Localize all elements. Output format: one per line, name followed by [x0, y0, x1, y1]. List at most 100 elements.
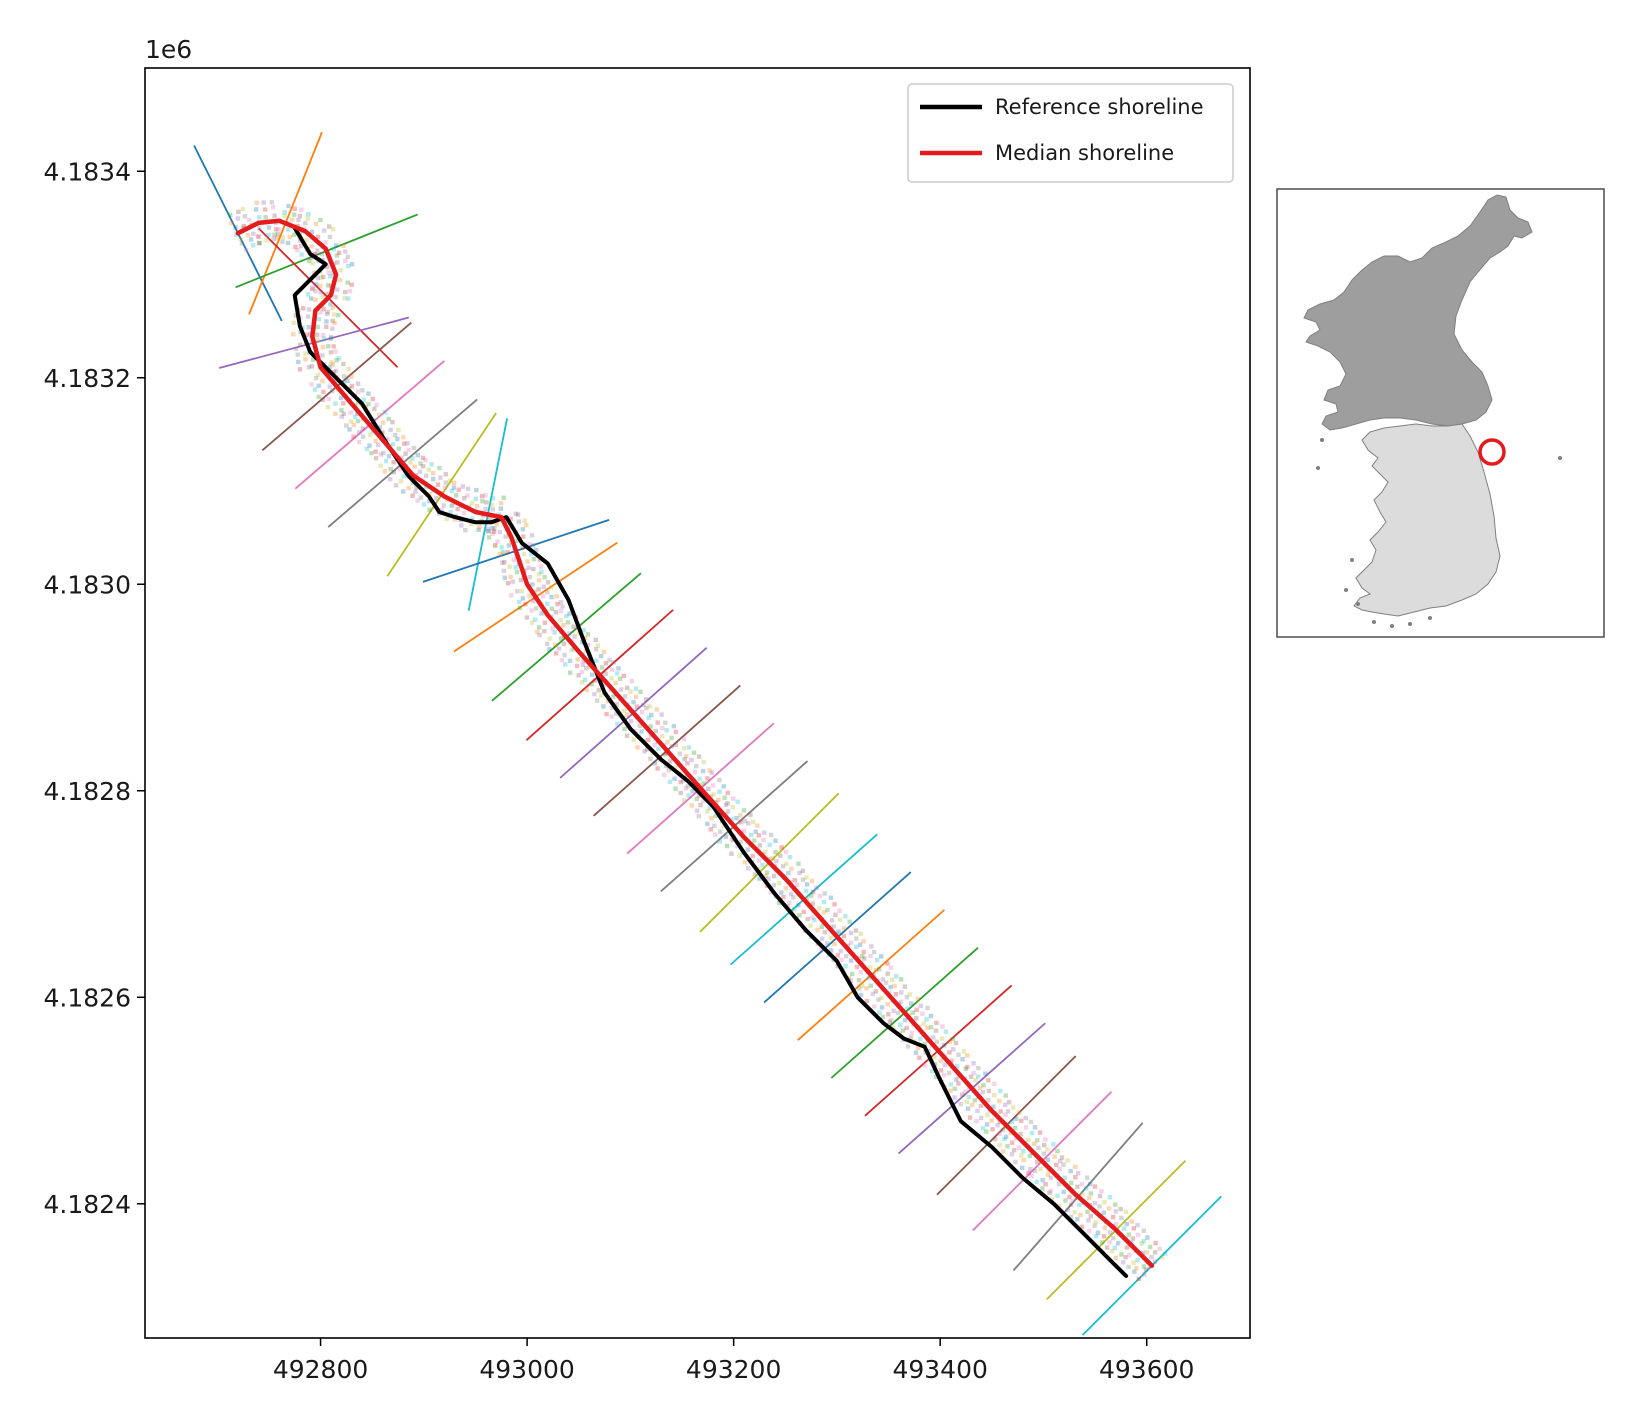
shoreline-point	[601, 704, 606, 709]
shoreline-point	[286, 227, 291, 232]
shoreline-point	[289, 217, 295, 222]
shoreline-point	[418, 461, 423, 466]
shoreline-point	[889, 1018, 894, 1023]
shoreline-point	[814, 885, 819, 891]
shoreline-point	[318, 283, 323, 289]
shoreline-point	[328, 350, 334, 355]
shoreline-point	[315, 275, 321, 281]
shoreline-point	[381, 450, 386, 456]
shoreline-point	[809, 878, 815, 884]
island	[1372, 620, 1376, 624]
shoreline-point	[1005, 1109, 1011, 1114]
shoreline-point	[909, 1001, 914, 1006]
shoreline-point	[757, 876, 762, 881]
shoreline-point	[831, 924, 837, 929]
shoreline-point	[955, 1064, 960, 1069]
shoreline-point	[1107, 1240, 1112, 1245]
shoreline-point	[694, 764, 699, 769]
shoreline-point	[461, 510, 467, 516]
shoreline-point	[817, 906, 822, 911]
shoreline-point	[808, 923, 813, 928]
shoreline-point	[592, 678, 598, 683]
shoreline-point	[431, 471, 436, 476]
shoreline-point	[567, 611, 572, 616]
shoreline-point	[486, 535, 492, 540]
shoreline-point	[791, 895, 796, 900]
shoreline-point	[742, 860, 748, 865]
shoreline-point	[424, 473, 429, 478]
shoreline-point	[886, 1012, 891, 1017]
shoreline-point	[629, 678, 634, 684]
shoreline-point	[337, 277, 343, 283]
x-tick-label: 493000	[479, 1355, 574, 1384]
y-tick-label: 4.1832	[44, 364, 131, 393]
shoreline-point	[872, 1004, 877, 1009]
shoreline-point	[1040, 1178, 1045, 1183]
shoreline-point	[299, 252, 304, 257]
shoreline-point	[685, 761, 690, 766]
shoreline-point	[462, 495, 467, 501]
shoreline-point	[529, 608, 534, 613]
shoreline-point	[526, 541, 532, 547]
shoreline-point	[1037, 1130, 1043, 1135]
shoreline-point	[303, 357, 308, 362]
shoreline-point	[1079, 1224, 1085, 1230]
shoreline-point	[1051, 1141, 1056, 1147]
shoreline-point	[968, 1074, 974, 1079]
shoreline-point	[858, 931, 863, 937]
shoreline-point	[635, 745, 640, 750]
shoreline-point	[1107, 1230, 1113, 1235]
shoreline-point	[325, 404, 331, 410]
shoreline-point	[952, 1095, 957, 1100]
shoreline-point	[669, 735, 674, 741]
shoreline-point	[331, 369, 336, 375]
shoreline-point	[582, 677, 588, 682]
shoreline-point	[525, 559, 530, 564]
shoreline-point	[1061, 1189, 1066, 1195]
shoreline-point	[545, 590, 550, 595]
islands-group	[1316, 438, 1562, 628]
shoreline-point	[1131, 1260, 1136, 1265]
shoreline-point	[316, 317, 322, 322]
shoreline-point	[622, 694, 628, 699]
shoreline-point	[647, 704, 652, 709]
shoreline-point	[1162, 1251, 1168, 1257]
shoreline-point	[393, 483, 399, 488]
shoreline-point	[817, 893, 823, 899]
shoreline-point	[427, 498, 432, 504]
shoreline-point	[1054, 1162, 1059, 1168]
shoreline-point	[749, 832, 754, 838]
shoreline-point	[880, 1014, 886, 1020]
shoreline-point	[705, 776, 710, 781]
shoreline-point	[310, 357, 316, 362]
shoreline-point	[1019, 1165, 1025, 1171]
shoreline-point	[401, 474, 406, 479]
shoreline-point	[542, 628, 547, 634]
shoreline-point	[768, 890, 774, 895]
shoreline-point	[641, 702, 646, 708]
shoreline-point	[839, 957, 844, 963]
shoreline-point	[605, 699, 611, 704]
shoreline-point	[789, 866, 794, 872]
shoreline-point	[516, 599, 522, 605]
shoreline-point	[266, 232, 271, 238]
shoreline-point	[1145, 1235, 1150, 1240]
shoreline-point	[1009, 1152, 1015, 1157]
shoreline-point	[1113, 1202, 1118, 1207]
shoreline-point	[341, 411, 347, 417]
shoreline-point	[520, 545, 525, 551]
shoreline-point	[948, 1082, 953, 1087]
shoreline-point	[870, 991, 876, 997]
shoreline-point	[312, 387, 318, 392]
shoreline-point	[327, 234, 333, 240]
shoreline-point	[1045, 1157, 1050, 1163]
shoreline-point	[505, 580, 511, 586]
shoreline-point	[1141, 1264, 1147, 1269]
shoreline-point	[330, 318, 335, 324]
shoreline-point	[254, 200, 259, 205]
shoreline-point	[1016, 1145, 1022, 1151]
shoreline-chart: 492800 493000 493200 493400 493600 4.18244.1…	[44, 35, 1251, 1384]
shoreline-point	[360, 388, 365, 393]
shoreline-point	[1112, 1245, 1117, 1251]
shoreline-point	[1099, 1189, 1104, 1194]
